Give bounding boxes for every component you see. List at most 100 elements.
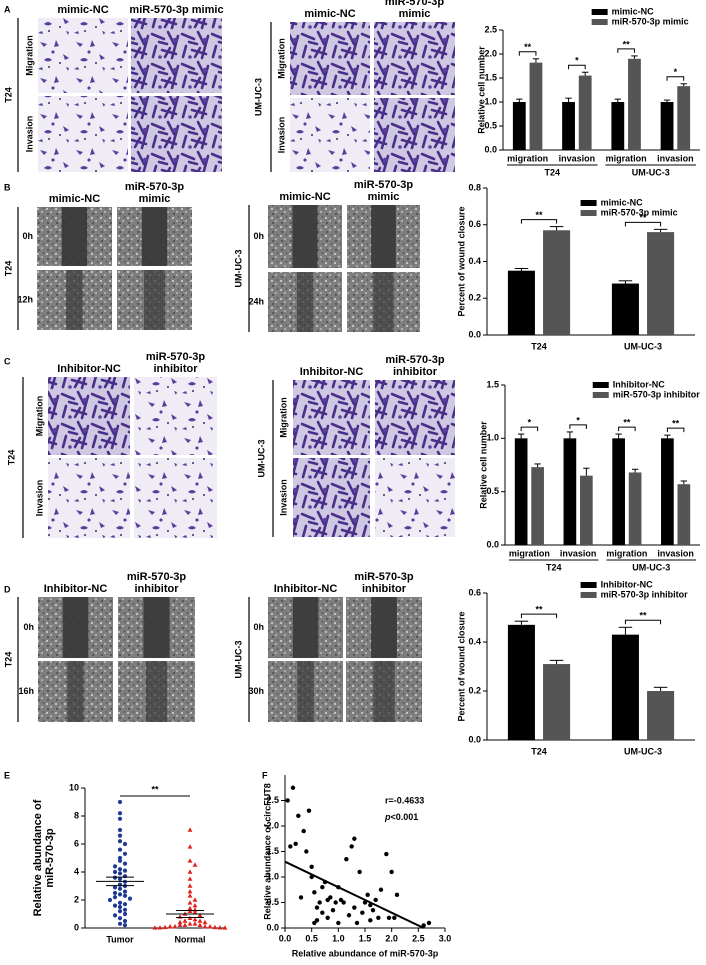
panel-label: F [262, 770, 268, 780]
legend-label: miR-570-3p inhibitor [601, 589, 689, 599]
row-label: Migration [276, 38, 286, 79]
row-label: Migration [24, 35, 34, 76]
row-label: 30h [248, 686, 264, 696]
legend-label: miR-570-3p mimic [612, 16, 689, 26]
significance-bracket [624, 619, 662, 625]
data-point [187, 921, 193, 926]
data-point [217, 925, 223, 930]
x-tick-label: invasion [657, 153, 694, 163]
data-point [122, 907, 128, 912]
column-header: miR-570-3p inhibitor [126, 571, 187, 595]
significance-bracket [520, 426, 539, 432]
y-tick-label: 0.0 [484, 144, 497, 154]
data-point [290, 785, 296, 790]
legend-swatch [591, 9, 608, 15]
fit-line [284, 860, 425, 929]
significance-label: ** [639, 611, 647, 621]
data-point [288, 844, 293, 849]
data-point [117, 867, 123, 872]
bar [543, 230, 571, 335]
data-point [122, 841, 128, 847]
row-label: 12h [17, 294, 33, 304]
significance-label: ** [623, 39, 631, 49]
data-point [346, 913, 352, 918]
y-tick-label: 0.6 [468, 587, 481, 597]
legend-swatch [592, 382, 609, 388]
data-point [222, 925, 228, 930]
row-label: Invasion [34, 480, 44, 517]
micrograph [375, 380, 455, 455]
wound-gap [144, 270, 165, 330]
data-point [112, 913, 118, 918]
data-point [187, 893, 193, 898]
column-header: miR-570-3p mimic [129, 4, 224, 16]
significance-bracket [618, 426, 636, 432]
panel-label: B [4, 182, 11, 192]
data-point [187, 883, 193, 888]
wound-gap [296, 272, 314, 332]
micrograph [374, 22, 455, 95]
x-tick-label: migration [606, 548, 647, 558]
column-header: miR-570-3p mimic [384, 0, 445, 20]
y-tick-label: 0 [74, 922, 79, 932]
data-point [107, 897, 113, 903]
data-point [172, 924, 178, 929]
panel-label: D [4, 584, 11, 594]
data-point [117, 904, 123, 910]
bar [563, 438, 577, 545]
x-tick-label: migration [509, 548, 550, 558]
bar [611, 634, 639, 740]
significance-bracket [518, 51, 537, 56]
bar [647, 232, 675, 335]
y-tick-label: 1.0 [266, 871, 279, 881]
bar [578, 75, 592, 150]
panel-label: E [4, 770, 10, 780]
y-axis-label: Relative abundance of circFUT8 [262, 783, 272, 920]
column-header: mimic-NC [48, 193, 101, 205]
y-tick-label: 2.0 [266, 820, 279, 830]
y-tick-label: 2.5 [266, 795, 279, 805]
y-tick-label: 0.5 [484, 120, 497, 130]
annotation: r=-0.4633 [385, 795, 424, 805]
legend-swatch [592, 392, 609, 398]
cell-line-label: T24 [3, 652, 13, 668]
y-tick-label: 0.0 [468, 329, 481, 339]
group-label: T24 [544, 167, 560, 177]
legend-label: miR-570-3p inhibitor [613, 389, 701, 399]
x-tick-label: invasion [560, 548, 597, 558]
y-tick-label: 0.5 [266, 897, 279, 907]
significance-label: ** [535, 210, 543, 220]
panel-label: A [4, 4, 11, 14]
significance-label: ** [151, 784, 159, 794]
data-point [187, 858, 193, 863]
y-tick-label: 4 [74, 866, 79, 876]
row-label: Invasion [276, 117, 286, 154]
data-point [341, 900, 346, 905]
significance-label: ** [623, 417, 631, 427]
wound-gap [373, 661, 395, 722]
micrograph [131, 18, 222, 93]
annotation: p<0.001 [384, 812, 418, 822]
row-label: 0h [22, 231, 33, 241]
row-label: 0h [23, 622, 34, 632]
data-point [117, 839, 123, 844]
cell-line-label: UM-UC-3 [253, 78, 263, 116]
data-point [336, 920, 341, 926]
data-point [192, 897, 198, 902]
wound-gap [373, 272, 394, 332]
data-point [202, 919, 208, 925]
x-tick-label: Tumor [106, 934, 134, 944]
data-point [370, 907, 376, 913]
data-point [309, 864, 314, 869]
wound-gap [371, 597, 397, 658]
micrograph [374, 98, 455, 172]
data-point [296, 813, 301, 818]
data-point [312, 890, 317, 895]
micrograph [134, 458, 217, 538]
data-point [122, 889, 128, 894]
column-header: Inhibitor-NC [299, 366, 364, 378]
data-point [187, 900, 193, 905]
legend-label: mimic-NC [601, 197, 644, 207]
